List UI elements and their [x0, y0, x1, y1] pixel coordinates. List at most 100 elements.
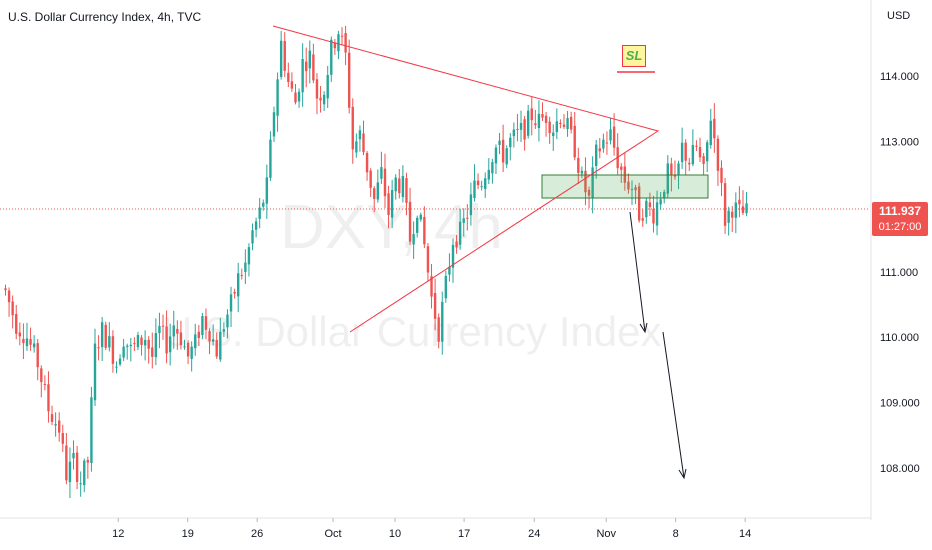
- time-tick-label: Nov: [596, 528, 616, 540]
- triangle-pattern[interactable]: [272, 25, 660, 333]
- candle-body: [305, 61, 308, 72]
- candle-body: [61, 433, 64, 444]
- candle-body: [68, 461, 72, 483]
- candle-body: [702, 156, 705, 164]
- candle-body: [54, 424, 57, 426]
- candle-body: [165, 326, 168, 354]
- sl-label[interactable]: SL: [622, 45, 646, 67]
- candle-body: [111, 336, 115, 364]
- candle-body: [154, 333, 158, 358]
- candle-body: [126, 345, 129, 347]
- candle-body: [516, 128, 519, 130]
- resistance-zone[interactable]: [541, 174, 709, 199]
- candle-body: [691, 145, 695, 165]
- candle-body: [143, 340, 147, 346]
- candle-body: [509, 137, 512, 148]
- time-axis[interactable]: 12 19 26 Oct 10 17 24 Nov 8 14: [112, 518, 751, 540]
- candle-body: [455, 241, 458, 248]
- candle-body: [727, 210, 730, 223]
- candle-body: [705, 142, 709, 162]
- time-tick-label: 26: [251, 528, 263, 540]
- arrow-head-1-icon: [639, 322, 648, 334]
- candle-body: [283, 41, 286, 71]
- candle-body: [484, 178, 487, 189]
- candle-body: [254, 221, 258, 230]
- candle-body: [426, 246, 430, 273]
- candle-body: [15, 314, 18, 334]
- candle-body: [337, 34, 340, 52]
- current-price-value: 111.937: [878, 204, 922, 218]
- projection-arrows[interactable]: [629, 211, 687, 480]
- candle-body: [469, 194, 473, 216]
- candle-body: [172, 325, 175, 337]
- candle-body: [501, 139, 505, 163]
- candle-body: [659, 199, 662, 205]
- candle-body: [340, 35, 344, 37]
- candle-body: [387, 193, 390, 216]
- candle-body: [573, 125, 576, 158]
- candle-body: [29, 339, 32, 345]
- candle-body: [208, 331, 211, 342]
- candle-body: [237, 273, 240, 297]
- candle-body: [537, 113, 541, 129]
- candle-body: [65, 445, 68, 481]
- current-price-badge: 111.937 01:27:00: [872, 202, 928, 236]
- candle-body: [158, 326, 161, 334]
- candle-body: [11, 301, 14, 316]
- candle-body: [301, 59, 304, 93]
- candle-body: [276, 79, 279, 116]
- candle-body: [140, 337, 143, 345]
- candle-body: [333, 43, 337, 49]
- candle-body: [494, 147, 498, 164]
- candle-body: [458, 221, 462, 245]
- candle-body: [670, 163, 673, 176]
- candle-body: [72, 453, 75, 459]
- candle-body: [133, 343, 136, 345]
- candle-body: [86, 459, 90, 463]
- candle-body: [36, 343, 39, 368]
- candle-body: [491, 162, 494, 174]
- candle-body: [226, 314, 229, 328]
- candle-body: [430, 276, 433, 297]
- candle-body: [365, 152, 369, 173]
- candle-body: [383, 168, 387, 197]
- price-axis[interactable]: 114.000113.000112.000111.000110.000109.0…: [880, 71, 920, 475]
- candle-body: [620, 166, 623, 170]
- candle-body: [587, 189, 591, 196]
- candle-body: [118, 358, 122, 365]
- candle-body: [79, 483, 82, 485]
- candle-body: [523, 119, 526, 140]
- candle-body: [351, 106, 354, 150]
- candle-body: [433, 293, 437, 319]
- candle-body: [229, 294, 233, 312]
- candle-body: [290, 81, 294, 89]
- candle-body: [190, 346, 193, 359]
- candle-body: [673, 175, 677, 177]
- candle-body: [201, 316, 204, 335]
- candle-body: [347, 52, 351, 108]
- candle-body: [204, 316, 208, 330]
- candle-body: [512, 129, 516, 137]
- candle-body: [731, 211, 734, 218]
- candle-body: [552, 132, 555, 137]
- candle-body: [630, 189, 634, 191]
- candle-body: [47, 384, 50, 412]
- candle-body: [562, 124, 566, 127]
- candle-body: [362, 133, 365, 153]
- candle-body: [634, 187, 637, 191]
- candle-body: [115, 366, 118, 368]
- candle-body: [279, 40, 283, 77]
- candle-body: [441, 301, 444, 342]
- candle-body: [186, 342, 190, 357]
- candle-body: [358, 130, 362, 140]
- candle-body: [176, 328, 179, 334]
- candle-body: [462, 218, 465, 223]
- candle-body: [405, 178, 408, 203]
- candle-body: [50, 414, 54, 422]
- candle-body: [179, 332, 183, 346]
- price-tick-label: 109.000: [880, 398, 920, 410]
- candle-body: [32, 343, 36, 348]
- candle-body: [233, 291, 236, 294]
